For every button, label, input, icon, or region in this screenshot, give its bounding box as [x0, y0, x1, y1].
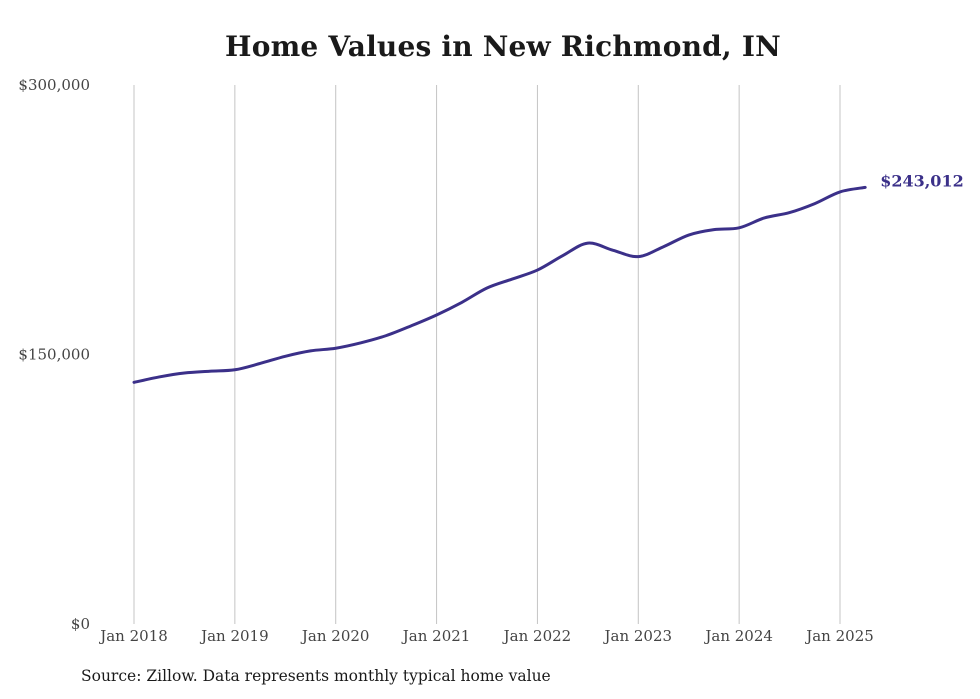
series-layer: $243,012 [132, 171, 964, 384]
chart-title: Home Values in New Richmond, IN [225, 30, 781, 63]
series-end-value-label: $243,012 [880, 171, 964, 190]
source-note: Source: Zillow. Data represents monthly … [81, 667, 551, 685]
x-tick-label: Jan 2024 [703, 627, 773, 645]
series-line-0 [132, 185, 867, 384]
x-tick-label: Jan 2020 [300, 627, 370, 645]
x-tick-label: Jan 2021 [401, 627, 471, 645]
y-tick-label: $0 [71, 615, 90, 633]
y-tick-label: $300,000 [18, 76, 90, 94]
x-tick-label: Jan 2023 [603, 627, 673, 645]
x-tick-label: Jan 2019 [199, 627, 269, 645]
x-tick-label: Jan 2018 [98, 627, 168, 645]
x-tick-label: Jan 2025 [804, 627, 874, 645]
x-tick-label: Jan 2022 [502, 627, 572, 645]
axis-labels: Jan 2018 Jan 2019 Jan 2020 Jan 2021 Jan 2022… [18, 76, 873, 645]
gridlines [133, 85, 841, 624]
y-tick-label: $150,000 [18, 346, 90, 364]
